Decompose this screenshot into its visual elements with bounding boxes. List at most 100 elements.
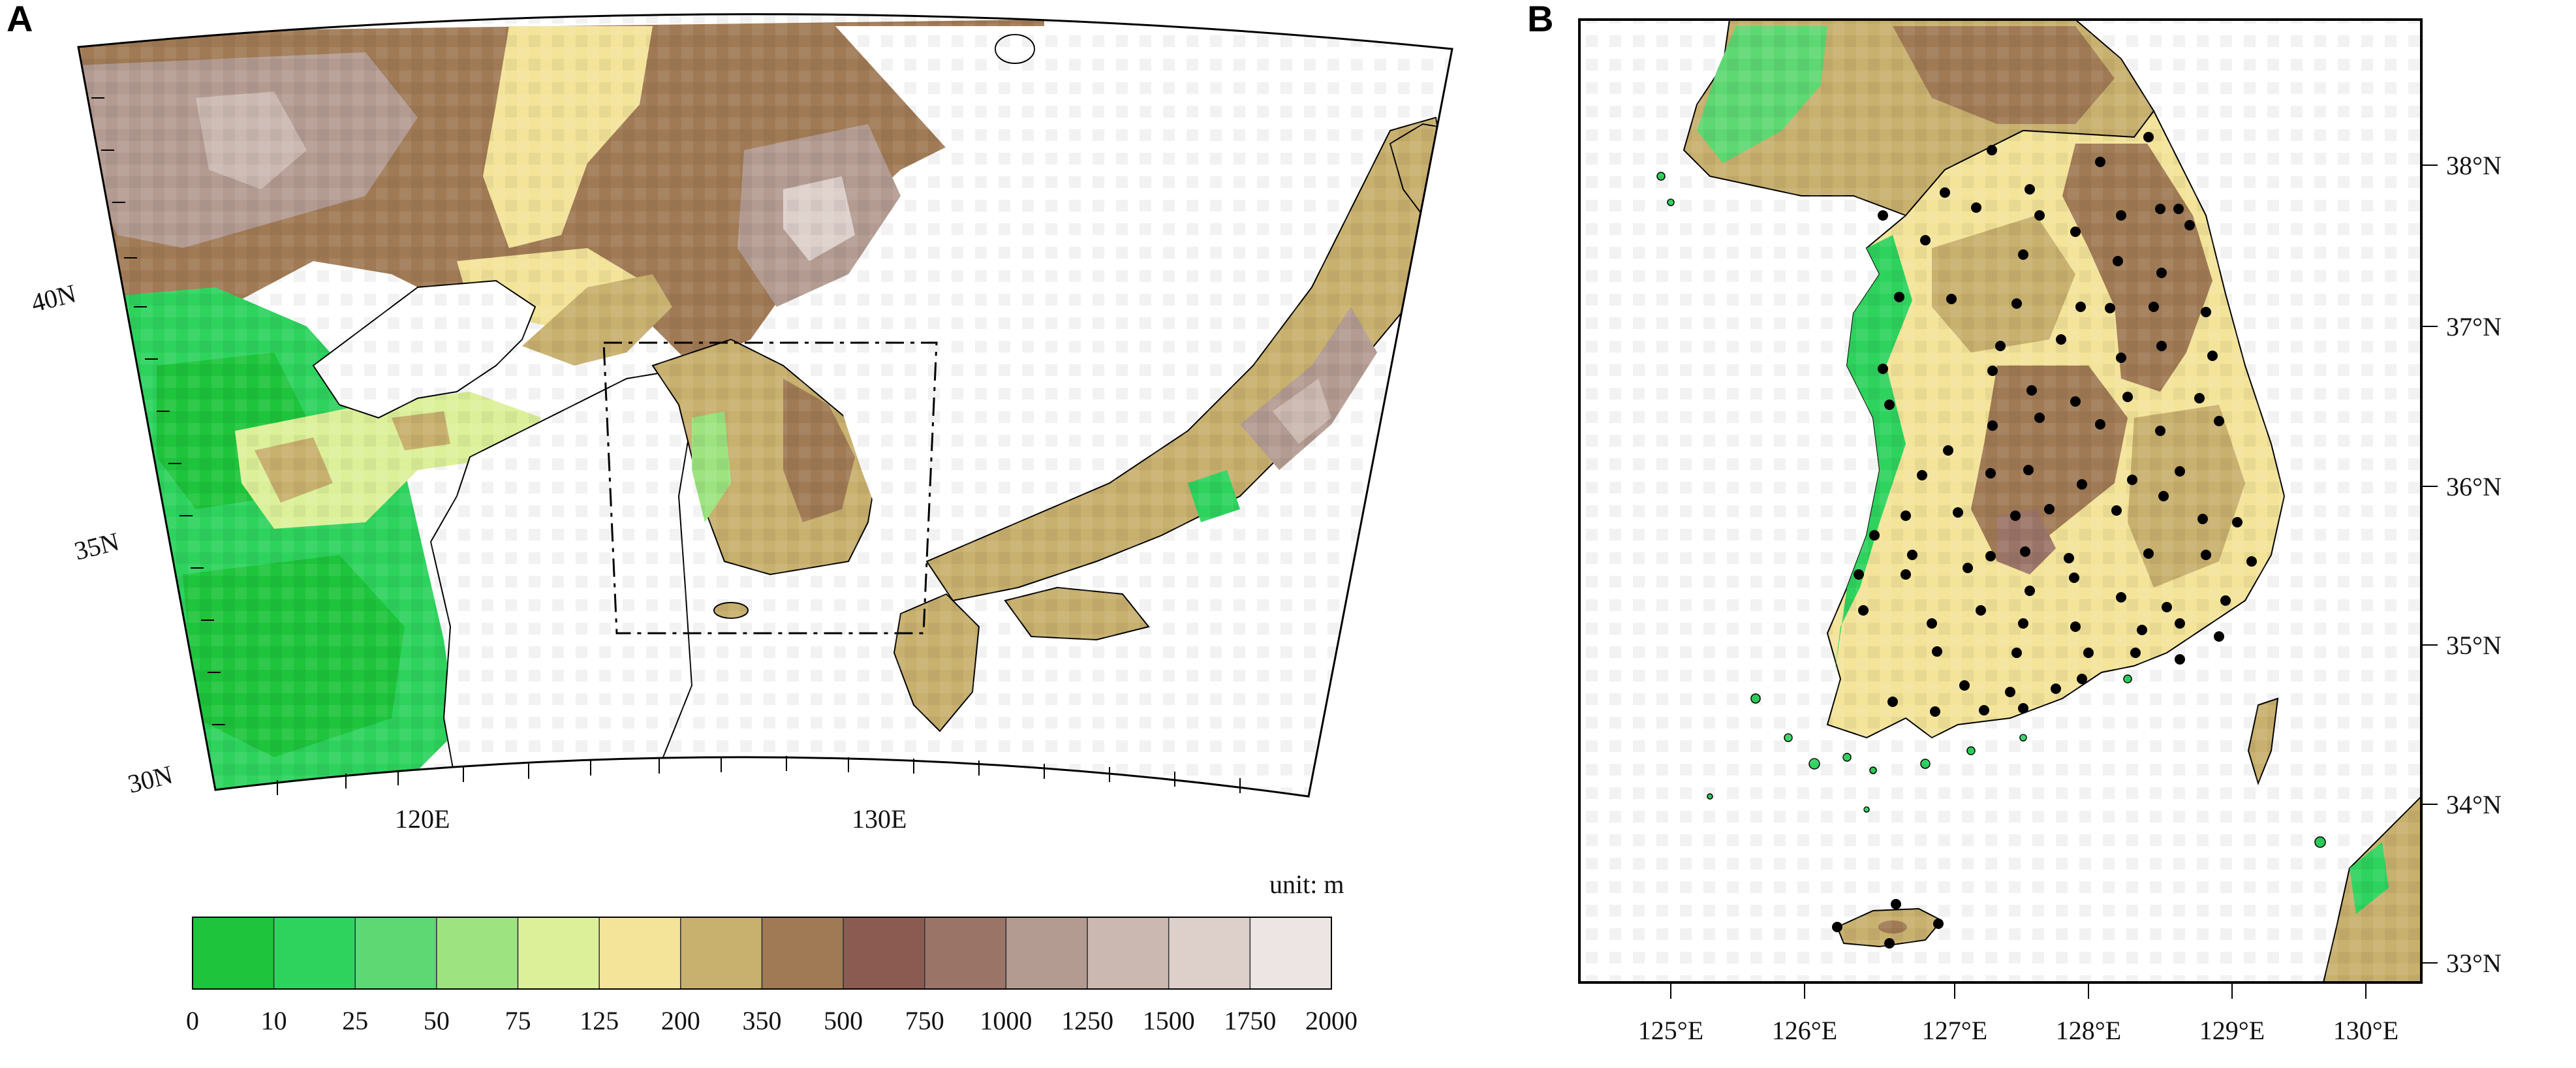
station-marker — [1920, 235, 1931, 245]
station-marker — [2020, 546, 2030, 557]
station-marker — [1854, 569, 1864, 580]
colorbar-swatch — [1087, 917, 1170, 990]
colorbar-tick-label: 50 — [424, 1006, 450, 1035]
station-marker — [2026, 385, 2037, 396]
colorbar-swatch — [761, 917, 844, 990]
station-marker — [2116, 592, 2126, 603]
station-marker — [2070, 227, 2081, 237]
colorbar-swatch — [680, 917, 763, 990]
lon-label-120e: 120E — [395, 804, 450, 834]
station-marker — [2173, 204, 2184, 214]
station-marker — [2156, 268, 2167, 278]
station-marker — [1878, 210, 1888, 221]
station-marker — [2070, 621, 2081, 632]
station-marker — [2113, 256, 2123, 266]
lat-label: 35°N — [2446, 631, 2502, 660]
unit-label: unit: m — [1269, 870, 1344, 899]
station-marker — [1976, 605, 1986, 616]
station-marker — [2075, 302, 2086, 312]
station-marker — [2137, 625, 2147, 635]
station-marker — [2175, 618, 2185, 629]
station-marker — [1927, 618, 1937, 629]
station-marker — [1884, 938, 1895, 949]
colorbar-tick-label: 10 — [261, 1006, 287, 1035]
station-marker — [2095, 157, 2105, 167]
station-marker — [1907, 550, 1917, 560]
panel-b-map — [1579, 20, 2421, 982]
colorbar-swatch — [1005, 917, 1088, 990]
station-marker — [2018, 618, 2028, 629]
station-marker — [2184, 220, 2195, 230]
panel-a-frame — [77, 13, 1453, 798]
station-marker — [1917, 470, 1927, 480]
colorbar-tick-label: 25 — [342, 1006, 368, 1035]
station-marker — [2105, 303, 2115, 313]
station-marker — [2162, 602, 2172, 612]
station-marker — [2246, 556, 2257, 567]
colorbar-swatch — [1168, 917, 1251, 990]
station-marker — [2197, 514, 2208, 524]
station-marker — [2155, 204, 2165, 214]
station-marker — [2018, 703, 2028, 714]
station-marker — [2116, 210, 2126, 221]
station-marker — [2023, 465, 2034, 475]
station-marker — [1884, 400, 1895, 410]
station-marker — [1979, 705, 1989, 715]
station-marker — [2116, 353, 2126, 363]
station-marker — [2011, 298, 2022, 309]
station-marker — [2122, 392, 2133, 402]
station-marker — [2194, 393, 2205, 403]
colorbar-swatch — [192, 917, 275, 990]
station-marker — [2056, 334, 2066, 345]
station-marker — [2201, 550, 2211, 560]
station-marker — [1943, 445, 1953, 456]
station-marker — [2130, 648, 2141, 658]
panel-b-letter: B — [1527, 0, 1554, 39]
lat-label: 33°N — [2446, 949, 2502, 978]
lat-label-40n: 40N — [28, 278, 79, 317]
station-marker — [2077, 479, 2087, 490]
station-marker — [1858, 605, 1869, 616]
station-marker — [2155, 426, 2165, 436]
station-marker — [1985, 468, 1996, 479]
colorbar-outline — [192, 917, 1332, 990]
colorbar-swatch — [436, 917, 519, 990]
station-marker — [1953, 507, 1963, 518]
lon-label: 128°E — [2056, 1016, 2121, 1045]
station-marker — [2069, 573, 2079, 583]
colorbar-tick-label: 1750 — [1224, 1006, 1276, 1035]
lon-label: 127°E — [1922, 1016, 1987, 1045]
station-marker — [1946, 294, 1957, 304]
station-marker — [1995, 341, 2006, 351]
station-marker — [2044, 504, 2055, 514]
colorbar-swatch — [1249, 917, 1332, 990]
weather-stations — [1832, 132, 2257, 949]
station-marker — [1901, 510, 1911, 521]
lat-label-35n: 35N — [71, 526, 122, 565]
station-marker — [2175, 466, 2185, 477]
station-marker — [2220, 595, 2231, 606]
station-marker — [2051, 683, 2061, 694]
lat-label-30n: 30N — [125, 759, 176, 798]
station-marker — [2011, 648, 2022, 658]
colorbar-swatch — [598, 917, 681, 990]
panel-b-texture — [1579, 20, 2421, 982]
panel-a-left-ticks — [91, 97, 225, 725]
colorbar-swatch — [273, 917, 356, 990]
colorbar-swatch — [354, 917, 437, 990]
panel-b-frame — [1578, 18, 2423, 984]
inner-domain-box — [602, 341, 938, 635]
station-marker — [2127, 475, 2137, 485]
station-marker — [2025, 184, 2035, 195]
station-marker — [2064, 553, 2074, 563]
colorbar-tick-label: 125 — [580, 1006, 619, 1035]
station-marker — [2005, 687, 2015, 697]
station-marker — [1987, 420, 1998, 431]
colorbar-tick-label: 0 — [186, 1006, 199, 1035]
panel-a-map — [78, 14, 1452, 796]
station-marker — [2232, 517, 2242, 527]
station-marker — [1930, 706, 1940, 717]
grid-texture — [78, 14, 1452, 796]
station-marker — [1940, 187, 1950, 198]
